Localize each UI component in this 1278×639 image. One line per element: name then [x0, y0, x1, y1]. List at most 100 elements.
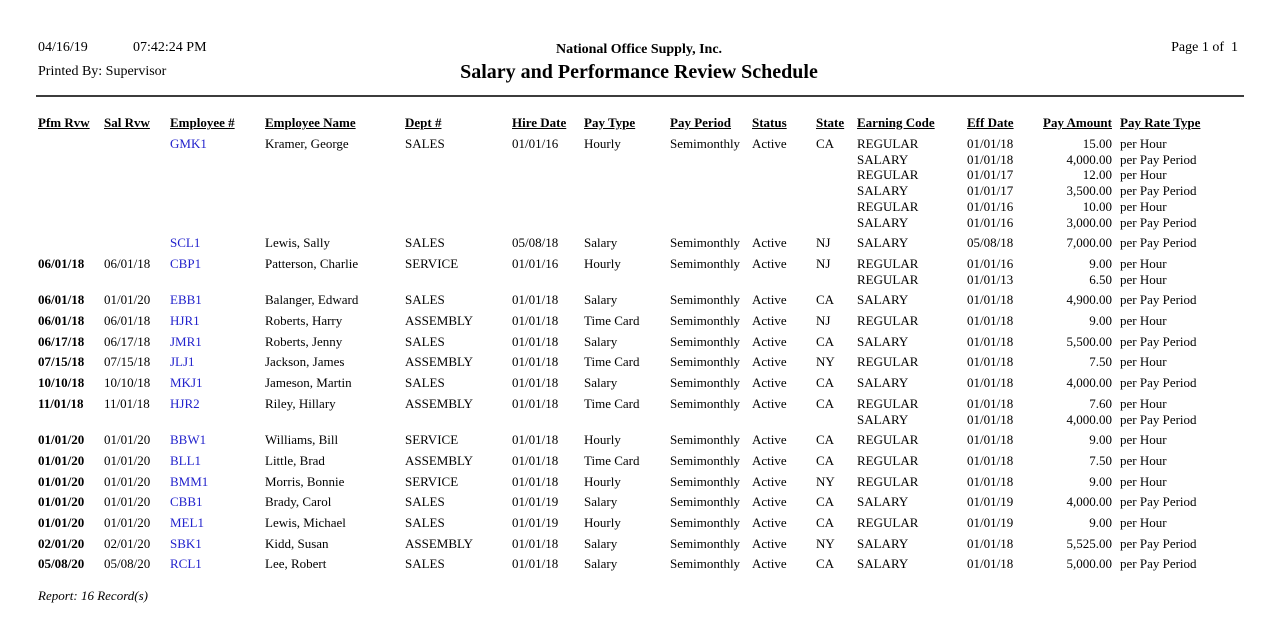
earning-code: REGULAR [857, 255, 919, 271]
employee-name: Little, Brad [265, 452, 325, 468]
eff-date: 01/01/18 [967, 432, 1014, 448]
col-header-pay-period: Pay Period [670, 115, 732, 130]
col-header-pay-type: Pay Type [584, 115, 636, 130]
eff-date: 01/01/18 [967, 375, 1014, 391]
employee-number-link[interactable]: HJR1 [170, 313, 200, 329]
earnings-stack: SALARY 01/01/18 4,000.00 per Pay Period [857, 375, 1278, 391]
employee-number-link[interactable]: BMM1 [170, 473, 209, 489]
company-name: National Office Supply, Inc. [555, 42, 723, 57]
pay-amount: 15.00 [1082, 136, 1112, 151]
col-header-employee-num: Employee # [170, 115, 235, 130]
employee-number-link[interactable]: JMR1 [170, 333, 202, 349]
table-row: 11/01/18 11/01/18 HJR2 Riley, Hillary AS… [0, 396, 1278, 427]
pay-period: Semimonthly [670, 235, 741, 251]
earning-line: REGULAR 01/01/16 9.00 per Hour [857, 256, 1278, 272]
status: Active [752, 556, 787, 572]
pfm-review-date: 06/01/18 [38, 313, 85, 329]
col-header-pay-amount: Pay Amount [1043, 115, 1112, 130]
table-header: Pfm Rvw Sal Rvw Employee # Employee Name… [0, 115, 1278, 131]
pay-rate-type: per Hour [1120, 313, 1167, 329]
status: Active [752, 432, 787, 448]
status: Active [752, 473, 787, 489]
earning-line: REGULAR 01/01/18 9.00 per Hour [857, 432, 1278, 448]
employee-name: Jackson, James [265, 354, 345, 370]
earning-code: SALARY [857, 556, 909, 572]
eff-date: 01/01/16 [967, 214, 1014, 230]
employee-number-link[interactable]: EBB1 [170, 292, 202, 308]
pay-type: Time Card [584, 354, 640, 370]
earning-line: SALARY 01/01/17 3,500.00 per Pay Period [857, 183, 1278, 199]
sal-review-date: 10/10/18 [104, 375, 151, 391]
eff-date: 01/01/18 [967, 452, 1014, 468]
dept-number: ASSEMBLY [405, 354, 474, 370]
employee-number-link[interactable]: SCL1 [170, 235, 201, 251]
pfm-review-date: 11/01/18 [38, 395, 84, 411]
employee-name: Brady, Carol [265, 494, 332, 510]
eff-date: 01/01/18 [967, 556, 1014, 572]
employee-number-link[interactable]: MEL1 [170, 515, 204, 531]
employee-name: Balanger, Edward [265, 292, 359, 308]
sal-review-date: 11/01/18 [104, 395, 150, 411]
pay-type: Hourly [584, 473, 621, 489]
employee-name: Williams, Bill [265, 432, 339, 448]
pay-rate-type: per Hour [1120, 432, 1167, 448]
earning-line: REGULAR 01/01/18 9.00 per Hour [857, 474, 1278, 490]
hire-date: 01/01/18 [512, 333, 559, 349]
pay-period: Semimonthly [670, 515, 741, 531]
hire-date: 01/01/18 [512, 395, 559, 411]
pay-rate-type: per Hour [1120, 271, 1167, 287]
eff-date: 01/01/18 [967, 395, 1014, 411]
table-row: 06/01/18 06/01/18 HJR1 Roberts, Harry AS… [0, 313, 1278, 329]
pay-amount: 5,500.00 [1066, 333, 1113, 349]
eff-date: 01/01/18 [967, 292, 1014, 308]
status: Active [752, 313, 787, 329]
sal-review-date: 06/17/18 [104, 333, 151, 349]
earning-line: SALARY 01/01/18 4,000.00 per Pay Period [857, 152, 1278, 168]
sal-review-date: 01/01/20 [104, 452, 151, 468]
pay-rate-type: per Pay Period [1120, 556, 1197, 572]
pay-amount: 4,000.00 [1066, 411, 1113, 427]
employee-number-link[interactable]: RCL1 [170, 556, 202, 572]
pay-period: Semimonthly [670, 354, 741, 370]
employee-number-link[interactable]: JLJ1 [170, 354, 195, 370]
employee-number-link[interactable]: SBK1 [170, 535, 202, 551]
col-header-status: Status [752, 115, 787, 130]
employee-name: Lewis, Michael [265, 515, 346, 531]
earning-code: SALARY [857, 333, 909, 349]
earning-code: SALARY [857, 535, 909, 551]
earnings-stack: REGULAR 01/01/18 9.00 per Hour [857, 432, 1278, 448]
table-row: 01/01/20 01/01/20 MEL1 Lewis, Michael SA… [0, 515, 1278, 531]
sal-review-date: 02/01/20 [104, 535, 151, 551]
employee-number-link[interactable]: GMK1 [170, 136, 207, 151]
employee-number-link[interactable]: CBP1 [170, 255, 202, 271]
dept-number: ASSEMBLY [405, 313, 474, 329]
pay-type: Hourly [584, 255, 621, 271]
earning-code: REGULAR [857, 395, 919, 411]
eff-date: 01/01/18 [967, 354, 1014, 370]
employee-name: Roberts, Jenny [265, 333, 343, 349]
pay-amount: 7.60 [1089, 395, 1112, 411]
pay-amount: 9.00 [1089, 515, 1112, 531]
hire-date: 01/01/18 [512, 354, 559, 370]
earning-code: SALARY [857, 214, 909, 230]
pay-period: Semimonthly [670, 452, 741, 468]
status: Active [752, 535, 787, 551]
pfm-review-date: 10/10/18 [38, 375, 85, 391]
dept-number: SERVICE [405, 255, 459, 271]
dept-number: SALES [405, 136, 445, 151]
pay-amount: 9.00 [1089, 432, 1112, 448]
earning-line: SALARY 01/01/18 4,000.00 per Pay Period [857, 375, 1278, 391]
employee-number-link[interactable]: BLL1 [170, 452, 202, 468]
state: CA [816, 452, 835, 468]
employee-number-link[interactable]: CBB1 [170, 494, 203, 510]
table-row: 01/01/20 01/01/20 BMM1 Morris, Bonnie SE… [0, 474, 1278, 490]
dept-number: SERVICE [405, 473, 459, 489]
pay-amount: 5,000.00 [1066, 556, 1113, 572]
employee-number-link[interactable]: HJR2 [170, 395, 200, 411]
table-row: 06/17/18 06/17/18 JMR1 Roberts, Jenny SA… [0, 334, 1278, 350]
earning-code: SALARY [857, 411, 909, 427]
employee-number-link[interactable]: BBW1 [170, 432, 207, 448]
employee-number-link[interactable]: MKJ1 [170, 375, 203, 391]
pay-rate-type: per Hour [1120, 452, 1167, 468]
state: CA [816, 333, 835, 349]
